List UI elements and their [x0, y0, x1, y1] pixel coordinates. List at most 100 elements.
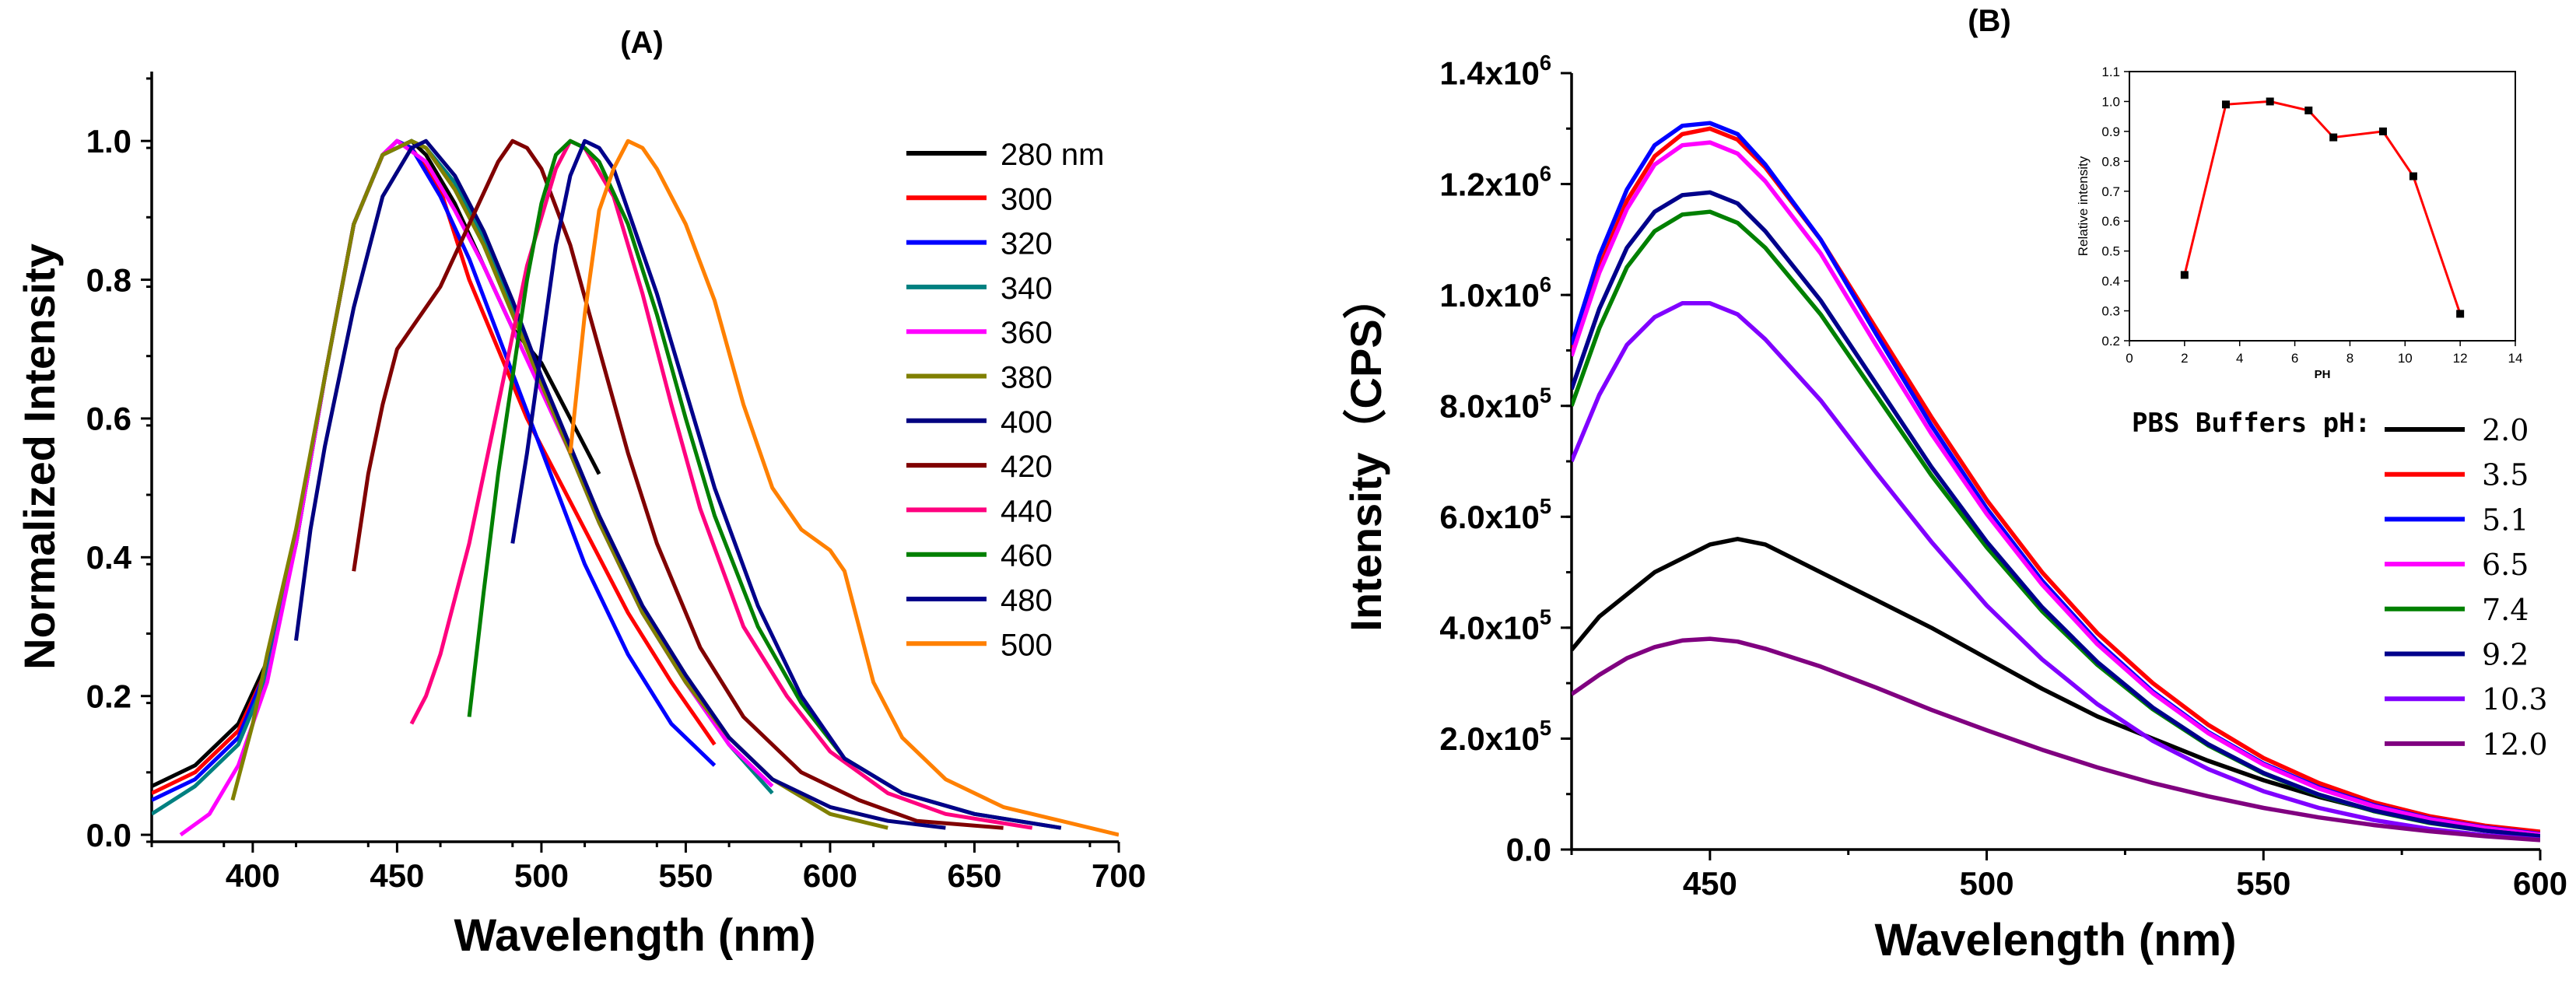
- legend-label: 420: [1001, 450, 1053, 484]
- series-line-420: [352, 138, 1004, 830]
- legend-label: 380: [1001, 361, 1053, 395]
- x-tick-label: 550: [658, 857, 713, 894]
- legend-label: 480: [1001, 583, 1053, 618]
- inset-point: [2180, 271, 2189, 279]
- y-tick-label: 1.0: [86, 123, 131, 159]
- y-tick-label-base: 6.0x10: [1439, 499, 1539, 535]
- y-tick-label: 0.6: [86, 401, 131, 437]
- y-tick-label: 1.0x106: [1439, 272, 1551, 314]
- y-tick-label: 2.0x105: [1439, 716, 1551, 757]
- y-tick-label: 1.2x106: [1439, 161, 1551, 202]
- x-axis-title: Wavelength (nm): [1874, 915, 2236, 965]
- legend-label: 6.5: [2482, 548, 2529, 582]
- panel-a-title: (A): [620, 26, 664, 60]
- inset-point: [2409, 172, 2417, 180]
- legend-label: 5.1: [2482, 503, 2529, 537]
- inset-point: [2378, 127, 2387, 135]
- inset-y-tick-label: 0.8: [2101, 154, 2120, 169]
- legend-label: 2.0: [2482, 413, 2529, 447]
- series-line-280-nm: [152, 138, 601, 788]
- inset-point: [2304, 106, 2313, 114]
- inset-point: [2329, 133, 2338, 142]
- y-tick-label-exponent: 6: [1540, 161, 1551, 185]
- inset-x-tick-label: 6: [2291, 351, 2298, 366]
- legend-label: 440: [1001, 494, 1053, 528]
- series-line-320: [152, 138, 717, 802]
- x-tick-label: 400: [226, 857, 280, 894]
- legend-label: 460: [1001, 539, 1053, 573]
- y-tick-label-exponent: 6: [1540, 272, 1551, 296]
- inset-y-tick-label: 1.0: [2101, 94, 2120, 109]
- panel-b-title: (B): [1968, 4, 2011, 38]
- legend-label: 280 nm: [1001, 138, 1104, 172]
- inset-x-tick-label: 12: [2453, 351, 2468, 366]
- y-tick-label-exponent: 5: [1540, 716, 1551, 740]
- legend-label: 320: [1001, 227, 1053, 261]
- inset-frame: [2129, 71, 2516, 342]
- legend-label: 300: [1001, 182, 1053, 216]
- y-tick-label: 6.0x105: [1439, 494, 1551, 535]
- inset-point: [2222, 100, 2230, 109]
- inset-point: [2266, 97, 2274, 106]
- inset-x-tick-label: 4: [2236, 351, 2243, 366]
- y-tick-label-base: 4.0x10: [1439, 610, 1539, 646]
- y-tick-label-exponent: 5: [1540, 605, 1551, 629]
- inset-point: [2456, 310, 2465, 318]
- x-tick-label: 450: [1683, 865, 1737, 902]
- series-line-6.5: [1572, 140, 2540, 837]
- x-tick-label: 450: [370, 857, 424, 894]
- inset-y-tick-label: 1.1: [2101, 65, 2120, 79]
- panel-b-inset: 0 2 4 6 8 10 12 14 0.2 0.3 0.4 0.5 0.6 0.7 0.8 0.9 1.0 1.…: [2076, 65, 2522, 381]
- series-line-2.0: [1572, 537, 2540, 838]
- series-line-300: [152, 138, 717, 795]
- inset-y-axis-title: Relative intensity: [2076, 156, 2091, 256]
- legend-label: 500: [1001, 628, 1053, 662]
- inset-x-tick-label: 0: [2126, 351, 2133, 366]
- y-tick-label-base: 0.0: [1506, 832, 1551, 868]
- legend-label: 360: [1001, 316, 1053, 350]
- y-tick-label-exponent: 6: [1540, 51, 1551, 75]
- series-line-500: [568, 138, 1119, 837]
- legend-label: 3.5: [2482, 458, 2529, 492]
- inset-series-line: [2183, 100, 2462, 314]
- y-tick-label-exponent: 5: [1540, 384, 1551, 408]
- inset-y-tick-label: 0.2: [2101, 334, 2120, 349]
- y-tick-label: 1.4x106: [1439, 51, 1551, 92]
- y-tick-label-base: 8.0x10: [1439, 387, 1539, 424]
- y-axis-title: Normalized Intensity: [15, 243, 64, 670]
- x-tick-label: 650: [947, 857, 1001, 894]
- y-tick-label-base: 1.0x10: [1439, 277, 1539, 314]
- x-tick-label: 550: [2236, 865, 2290, 902]
- inset-y-tick-label: 0.7: [2101, 184, 2120, 199]
- series-line-3.5: [1572, 126, 2540, 834]
- x-axis-title: Wavelength (nm): [454, 910, 815, 961]
- x-tick-label: 600: [803, 857, 857, 894]
- inset-x-tick-label: 10: [2398, 351, 2413, 366]
- inset-y-tick-label: 0.5: [2101, 244, 2120, 259]
- series-line-360: [179, 138, 774, 837]
- series-line-9.2: [1572, 190, 2540, 839]
- series-line-5.1: [1572, 121, 2540, 836]
- y-tick-label-base: 2.0x10: [1439, 720, 1539, 757]
- x-tick-label: 600: [2513, 865, 2567, 902]
- y-tick-label: 0.0: [1506, 832, 1551, 868]
- legend-label: 10.3: [2482, 682, 2548, 716]
- series-line-10.3: [1572, 301, 2540, 842]
- y-tick-label-base: 1.2x10: [1439, 166, 1539, 202]
- x-tick-label: 500: [514, 857, 569, 894]
- legend-title: PBS Buffers pH:: [2132, 408, 2371, 439]
- inset-y-tick-label: 0.4: [2101, 274, 2120, 289]
- y-tick-label: 0.4: [86, 539, 132, 576]
- inset-y-tick-label: 0.3: [2101, 304, 2120, 319]
- inset-y-tick-label: 0.6: [2101, 214, 2120, 229]
- y-axis-title: Intensity（CPS）: [1341, 275, 1390, 631]
- inset-y-tick-label: 0.9: [2101, 124, 2120, 139]
- legend-label: 340: [1001, 272, 1053, 306]
- legend-label: 7.4: [2482, 593, 2529, 627]
- y-tick-label: 0.2: [86, 678, 131, 714]
- x-tick-label: 500: [1960, 865, 2014, 902]
- series-line-400: [294, 138, 946, 830]
- y-tick-label-base: 1.4x10: [1439, 55, 1539, 92]
- inset-x-tick-label: 2: [2181, 351, 2188, 366]
